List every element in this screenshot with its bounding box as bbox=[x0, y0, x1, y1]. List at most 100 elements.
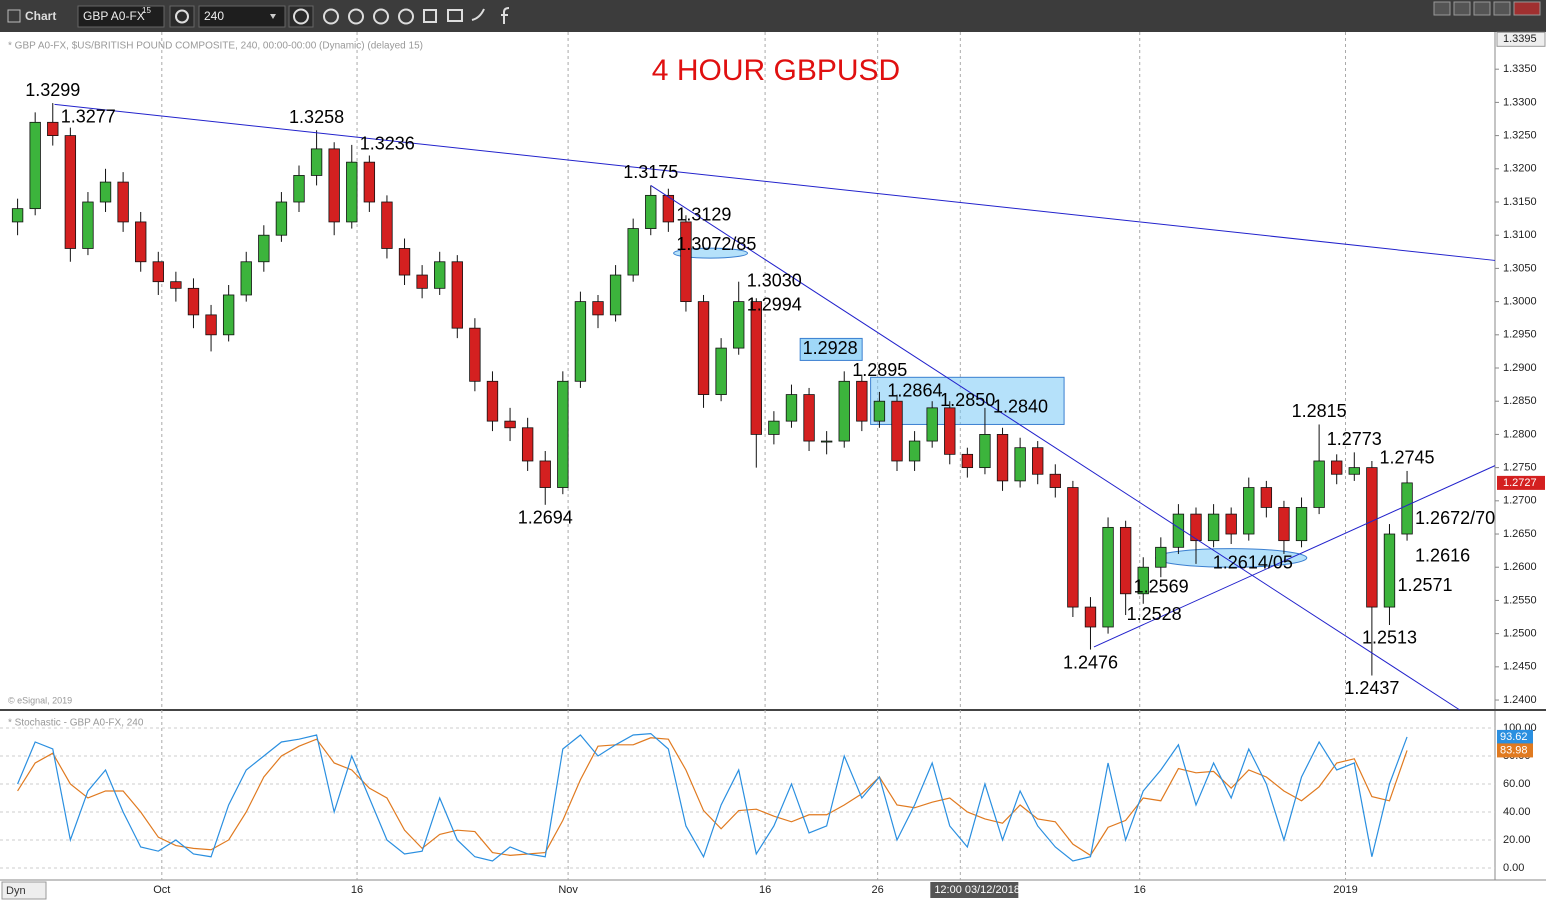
interval-box[interactable] bbox=[198, 5, 286, 28]
last-price-box bbox=[1497, 475, 1545, 490]
annotation: 1.2571 bbox=[1397, 575, 1452, 595]
y-tick-label: 1.2850 bbox=[1503, 395, 1537, 407]
candle-body bbox=[750, 301, 762, 435]
cursor-label-box bbox=[930, 882, 1019, 898]
candle-body bbox=[398, 248, 411, 276]
y-tick-label: 20.00 bbox=[1503, 834, 1531, 846]
candle-body bbox=[662, 194, 675, 223]
candle-body bbox=[996, 434, 1009, 482]
candle-body bbox=[820, 440, 833, 443]
value-tag-label: 83.98 bbox=[1500, 744, 1528, 756]
candle-body bbox=[381, 201, 393, 249]
dropdown-arrow bbox=[270, 14, 276, 19]
tool-icon[interactable] bbox=[423, 9, 437, 23]
candle-body bbox=[1383, 533, 1396, 608]
minimize-button[interactable] bbox=[1473, 1, 1491, 16]
help-button[interactable] bbox=[1433, 1, 1451, 16]
y-tick-label: 1.2750 bbox=[1503, 462, 1537, 474]
annotation: 1.2840 bbox=[993, 397, 1048, 417]
x-tick-label: Oct bbox=[153, 884, 170, 896]
candle-body bbox=[803, 394, 815, 442]
stochastic-line bbox=[17, 737, 1408, 857]
annotation: 1.3175 bbox=[623, 162, 678, 182]
annotation: 1.2850 bbox=[940, 390, 995, 410]
stochastic-line bbox=[17, 732, 1408, 862]
trendline bbox=[650, 184, 1461, 711]
candle-body bbox=[1243, 487, 1255, 535]
candle-body bbox=[592, 301, 604, 316]
y-tick-label: 1.2700 bbox=[1503, 495, 1537, 507]
y-tick-label: 1.3250 bbox=[1503, 130, 1537, 142]
candle-body bbox=[838, 380, 850, 442]
trendline bbox=[1093, 465, 1496, 648]
chart-title: 4 HOUR GBPUSD bbox=[652, 54, 900, 87]
mode[interactable]: Dyn bbox=[6, 885, 26, 897]
toolbar-title: Chart bbox=[25, 9, 56, 23]
axis-top-label: 1.3395 bbox=[1503, 33, 1537, 45]
candle-body bbox=[82, 201, 94, 249]
x-tick-label: 2019 bbox=[1333, 884, 1357, 896]
candle-body bbox=[240, 261, 252, 296]
candle-body bbox=[1155, 546, 1167, 568]
x-tick-label: Nov bbox=[558, 884, 578, 896]
annotation: 1.2864 bbox=[887, 381, 942, 401]
candle-body bbox=[1084, 606, 1097, 628]
candle-body bbox=[135, 221, 147, 263]
candle-body bbox=[469, 327, 481, 382]
tool-icon[interactable] bbox=[398, 8, 414, 25]
candle-body bbox=[1278, 507, 1290, 542]
y-tick-label: 1.3000 bbox=[1503, 296, 1537, 308]
tool-icon[interactable] bbox=[323, 8, 339, 25]
annotation: 1.2437 bbox=[1344, 678, 1399, 698]
tool-icon[interactable] bbox=[348, 8, 364, 25]
chart-subtitle: * GBP A0-FX, $US/BRITISH POUND COMPOSITE… bbox=[8, 41, 423, 52]
candle-body bbox=[944, 407, 956, 455]
value-tag-label: 93.62 bbox=[1500, 731, 1528, 743]
annotation: 1.3072/85 bbox=[676, 234, 756, 254]
stochastic-title: * Stochastic - GBP A0-FX, 240 bbox=[8, 718, 144, 729]
last-price-label: 1.2727 bbox=[1503, 477, 1537, 489]
candle-body bbox=[1331, 460, 1343, 475]
tool-icon[interactable] bbox=[501, 7, 510, 24]
candle-body bbox=[1401, 482, 1413, 535]
candle-body bbox=[152, 261, 164, 283]
candle-body bbox=[733, 301, 745, 349]
candle-body bbox=[609, 274, 622, 316]
tool-icon[interactable] bbox=[373, 8, 389, 25]
pin-button[interactable] bbox=[1453, 1, 1471, 16]
symbol-box[interactable] bbox=[77, 5, 165, 28]
interval[interactable]: 240 bbox=[204, 9, 224, 23]
candle-body bbox=[961, 453, 974, 469]
y-tick-label: 1.2600 bbox=[1503, 561, 1537, 573]
annotation: 1.2476 bbox=[1063, 652, 1118, 672]
candle-body bbox=[363, 161, 376, 203]
annotation: 1.3277 bbox=[61, 106, 116, 126]
y-tick-label: 1.3150 bbox=[1503, 196, 1537, 208]
tool-icon[interactable] bbox=[471, 8, 485, 21]
y-tick-label: 1.3300 bbox=[1503, 96, 1537, 108]
x-tick-label: 16 bbox=[759, 884, 771, 896]
candle-body bbox=[1137, 566, 1149, 595]
candle-body bbox=[557, 380, 569, 488]
tool-icon[interactable] bbox=[447, 9, 463, 22]
candle-body bbox=[715, 347, 727, 395]
candle-body bbox=[416, 274, 428, 289]
y-tick-label: 1.2800 bbox=[1503, 428, 1537, 440]
close-button[interactable] bbox=[1513, 1, 1541, 16]
symbol-sup: 15 bbox=[142, 6, 151, 15]
annotation: 1.2614/05 bbox=[1213, 553, 1293, 573]
mode-box[interactable] bbox=[1, 881, 47, 900]
restore-button[interactable] bbox=[1493, 1, 1511, 16]
candle-body bbox=[908, 440, 921, 462]
settings-button[interactable] bbox=[169, 5, 195, 28]
annotation: 1.2994 bbox=[747, 294, 802, 314]
candle-body bbox=[310, 148, 323, 176]
y-tick-label: 1.2550 bbox=[1503, 594, 1537, 606]
symbol[interactable]: GBP A0-FX bbox=[83, 9, 145, 23]
candle-body bbox=[434, 261, 446, 289]
annotation: 1.2513 bbox=[1362, 628, 1417, 648]
candle-body bbox=[645, 194, 657, 229]
candle-body bbox=[328, 148, 340, 223]
annotation: 1.2773 bbox=[1327, 429, 1382, 449]
